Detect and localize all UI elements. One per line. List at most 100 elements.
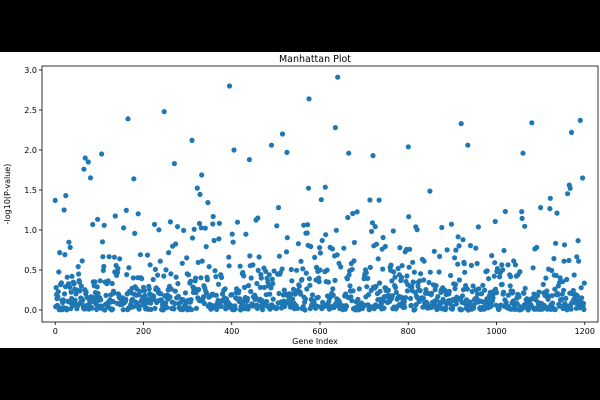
data-point: [255, 267, 261, 273]
data-point: [474, 291, 481, 297]
data-point: [189, 307, 195, 313]
data-point: [247, 253, 253, 259]
data-point: [182, 290, 188, 296]
data-point: [480, 282, 486, 288]
data-point: [288, 291, 294, 297]
data-point: [257, 284, 263, 290]
data-point: [144, 252, 151, 258]
data-point: [236, 288, 242, 294]
data-point: [566, 257, 572, 264]
data-point: [456, 243, 462, 249]
data-point: [577, 117, 583, 123]
data-point: [453, 247, 459, 253]
data-point: [53, 285, 59, 291]
data-point: [540, 281, 546, 287]
data-point: [452, 255, 458, 261]
scatter-points: [52, 74, 587, 313]
data-point: [112, 213, 118, 219]
data-point: [551, 256, 557, 262]
data-point: [516, 294, 522, 300]
data-point: [391, 269, 397, 275]
data-point: [97, 278, 103, 284]
data-point: [380, 234, 386, 241]
data-point: [194, 185, 200, 191]
data-point: [389, 293, 395, 299]
data-point: [377, 280, 383, 286]
data-point: [79, 258, 85, 264]
data-point: [271, 268, 277, 274]
data-point: [426, 279, 432, 286]
data-point: [455, 261, 461, 267]
data-point: [452, 281, 459, 287]
data-point: [417, 288, 423, 294]
data-point: [136, 303, 143, 309]
data-point: [167, 219, 173, 225]
data-point: [258, 275, 264, 281]
data-point: [427, 269, 433, 275]
data-point: [148, 306, 154, 312]
data-point: [64, 274, 70, 280]
data-point: [397, 245, 403, 251]
data-point: [295, 241, 301, 247]
data-point: [276, 290, 282, 297]
data-point: [420, 295, 426, 301]
data-point: [163, 267, 169, 273]
data-point: [213, 274, 219, 280]
data-point: [68, 289, 74, 295]
data-point: [193, 305, 199, 311]
data-point: [530, 265, 536, 271]
data-point: [155, 272, 161, 278]
data-point: [146, 286, 152, 292]
data-point: [543, 275, 549, 281]
data-point: [382, 243, 388, 250]
data-point: [346, 150, 352, 156]
data-point: [564, 276, 570, 283]
data-point: [188, 297, 194, 303]
data-point: [203, 244, 209, 250]
data-point: [125, 116, 131, 122]
data-point: [491, 273, 497, 279]
data-point: [254, 280, 260, 287]
data-point: [494, 266, 500, 272]
data-point: [303, 270, 309, 276]
data-point: [71, 280, 77, 287]
data-point: [167, 294, 173, 300]
data-point: [552, 307, 558, 313]
data-point: [168, 286, 174, 292]
x-tick-label: 600: [312, 327, 327, 336]
data-point: [355, 296, 361, 302]
data-point: [568, 129, 575, 135]
data-point: [82, 155, 88, 161]
data-point: [453, 301, 459, 307]
data-point: [309, 292, 316, 298]
data-point: [318, 197, 324, 203]
data-point: [322, 184, 328, 190]
data-point: [349, 298, 355, 304]
x-axis-ticks: 0 200 400 600 800 1000 1200: [53, 322, 595, 336]
data-point: [456, 277, 462, 283]
data-point: [77, 288, 83, 294]
data-point: [241, 284, 248, 290]
data-point: [152, 305, 158, 311]
data-point: [324, 267, 330, 273]
data-point: [298, 291, 304, 297]
data-point: [302, 307, 308, 313]
data-point: [325, 279, 331, 285]
data-point: [549, 300, 556, 306]
data-point: [305, 185, 312, 191]
data-point: [196, 220, 203, 227]
data-point: [354, 209, 360, 215]
data-point: [330, 286, 336, 292]
data-point: [72, 297, 78, 303]
data-point: [101, 222, 107, 228]
data-point: [105, 278, 111, 284]
data-point: [443, 305, 449, 311]
data-point: [56, 269, 62, 275]
data-point: [172, 288, 178, 294]
data-point: [563, 295, 569, 301]
data-point: [373, 283, 379, 289]
data-point: [490, 295, 496, 301]
data-point: [421, 277, 427, 283]
data-point: [216, 236, 222, 242]
data-point: [226, 83, 233, 89]
